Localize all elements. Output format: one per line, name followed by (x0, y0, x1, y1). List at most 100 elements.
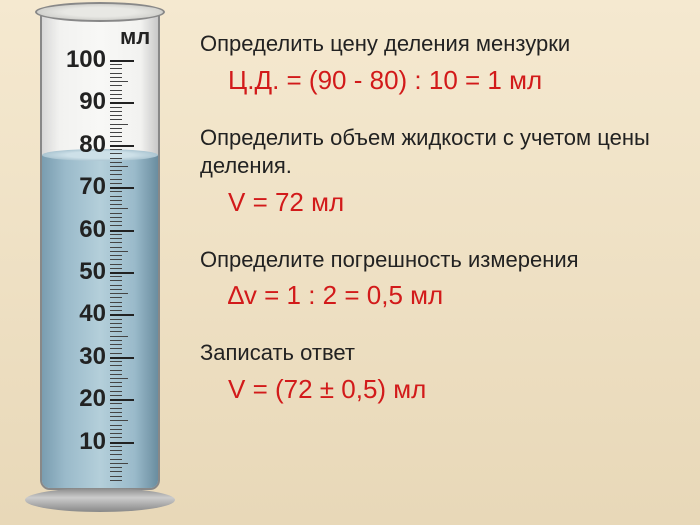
major-tick (110, 314, 134, 316)
major-tick (110, 60, 134, 62)
major-tick (110, 230, 134, 232)
major-tick (110, 187, 134, 189)
minor-tick (110, 450, 122, 451)
minor-tick (110, 255, 122, 256)
minor-tick (110, 331, 122, 332)
cylinder-base (25, 488, 175, 512)
minor-tick (110, 217, 122, 218)
minor-tick (110, 420, 128, 421)
tick-label: 60 (56, 216, 106, 244)
minor-tick (110, 179, 122, 180)
minor-tick (110, 204, 122, 205)
minor-tick (110, 115, 122, 116)
minor-tick (110, 408, 122, 409)
tick-label: 40 (56, 300, 106, 328)
major-tick (110, 272, 134, 274)
minor-tick (110, 238, 122, 239)
minor-tick (110, 467, 122, 468)
prompt-text: Определить цену деления мензурки (200, 30, 680, 59)
minor-tick (110, 107, 122, 108)
minor-tick (110, 196, 122, 197)
minor-tick (110, 361, 122, 362)
minor-tick (110, 170, 122, 171)
minor-tick (110, 403, 122, 404)
minor-tick (110, 429, 122, 430)
minor-tick (110, 459, 122, 460)
tick-label: 10 (56, 428, 106, 456)
minor-tick (110, 259, 122, 260)
minor-tick (110, 471, 122, 472)
major-tick (110, 442, 134, 444)
cylinder-body: 100908070605040302010 (40, 10, 160, 490)
minor-tick (110, 306, 122, 307)
minor-tick (110, 81, 128, 82)
tick-label: 50 (56, 258, 106, 286)
minor-tick (110, 353, 122, 354)
minor-tick (110, 68, 122, 69)
minor-tick (110, 463, 128, 464)
formula-text: ∆v = 1 : 2 = 0,5 мл (200, 280, 680, 311)
minor-tick (110, 264, 122, 265)
minor-tick (110, 412, 122, 413)
minor-tick (110, 208, 128, 209)
minor-tick (110, 183, 122, 184)
minor-tick (110, 480, 122, 481)
prompt-text: Определите погрешность измерения (200, 246, 680, 275)
minor-tick (110, 476, 122, 477)
formula-text: V = 72 мл (200, 187, 680, 218)
minor-tick (110, 336, 128, 337)
tick-label: 20 (56, 385, 106, 413)
major-tick (110, 399, 134, 401)
minor-tick (110, 446, 122, 447)
minor-tick (110, 234, 122, 235)
minor-tick (110, 213, 122, 214)
minor-tick (110, 132, 122, 133)
minor-tick (110, 344, 122, 345)
block-volume: Определить объем жидкости с учетом цены … (200, 124, 680, 218)
tick-label: 30 (56, 343, 106, 371)
minor-tick (110, 323, 122, 324)
minor-tick (110, 98, 122, 99)
minor-tick (110, 382, 122, 383)
minor-tick (110, 158, 122, 159)
minor-tick (110, 111, 122, 112)
minor-tick (110, 340, 122, 341)
scale: 100908070605040302010 (52, 32, 152, 468)
block-error: Определите погрешность измерения ∆v = 1 … (200, 246, 680, 312)
formula-text: V = (72 ± 0,5) мл (200, 374, 680, 405)
graduated-cylinder: 100908070605040302010 мл (30, 10, 170, 510)
minor-tick (110, 348, 122, 349)
minor-tick (110, 174, 122, 175)
minor-tick (110, 124, 128, 125)
major-tick (110, 102, 134, 104)
minor-tick (110, 297, 122, 298)
minor-tick (110, 386, 122, 387)
minor-tick (110, 433, 122, 434)
minor-tick (110, 454, 122, 455)
formula-text: Ц.Д. = (90 - 80) : 10 = 1 мл (200, 65, 680, 96)
minor-tick (110, 191, 122, 192)
prompt-text: Записать ответ (200, 339, 680, 368)
minor-tick (110, 94, 122, 95)
unit-label: мл (120, 24, 150, 50)
minor-tick (110, 162, 122, 163)
minor-tick (110, 141, 122, 142)
minor-tick (110, 293, 128, 294)
minor-tick (110, 319, 122, 320)
minor-tick (110, 302, 122, 303)
minor-tick (110, 374, 122, 375)
minor-tick (110, 221, 122, 222)
text-content: Определить цену деления мензурки Ц.Д. = … (200, 30, 680, 433)
prompt-text: Определить объем жидкости с учетом цены … (200, 124, 680, 181)
minor-tick (110, 90, 122, 91)
minor-tick (110, 136, 122, 137)
block-answer: Записать ответ V = (72 ± 0,5) мл (200, 339, 680, 405)
minor-tick (110, 128, 122, 129)
minor-tick (110, 395, 122, 396)
minor-tick (110, 247, 122, 248)
minor-tick (110, 391, 122, 392)
minor-tick (110, 73, 122, 74)
minor-tick (110, 268, 122, 269)
minor-tick (110, 289, 122, 290)
minor-tick (110, 153, 122, 154)
